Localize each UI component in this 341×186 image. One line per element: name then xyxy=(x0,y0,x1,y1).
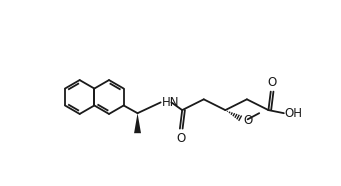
Text: O: O xyxy=(267,76,276,89)
Text: O: O xyxy=(244,114,253,127)
Text: HN: HN xyxy=(161,96,179,109)
Text: OH: OH xyxy=(285,107,302,120)
Polygon shape xyxy=(134,113,141,133)
Text: O: O xyxy=(176,132,185,145)
